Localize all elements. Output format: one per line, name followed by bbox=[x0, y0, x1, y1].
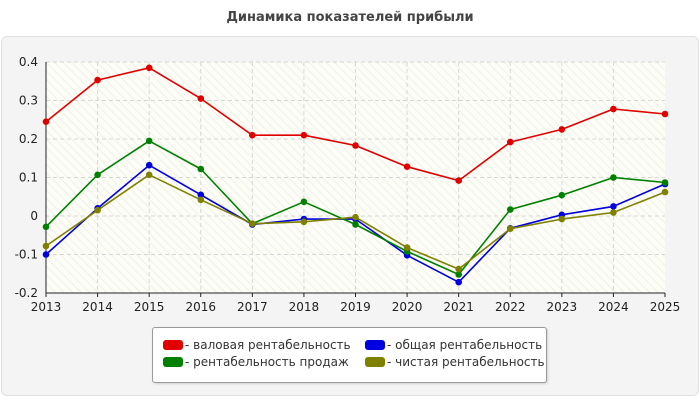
data-point bbox=[145, 171, 153, 179]
legend-swatch bbox=[365, 340, 385, 350]
data-point bbox=[197, 196, 205, 204]
data-point bbox=[507, 138, 514, 146]
legend-label: - рентабельность продаж bbox=[185, 355, 349, 369]
series-2 bbox=[42, 137, 669, 278]
legend-item-sales: - рентабельность продаж bbox=[163, 355, 349, 369]
x-tick-label: 2023 bbox=[547, 300, 578, 314]
data-point bbox=[145, 161, 153, 169]
x-tick-label: 2015 bbox=[134, 300, 165, 314]
data-point bbox=[455, 271, 463, 278]
legend-swatch bbox=[365, 357, 385, 367]
data-point bbox=[42, 242, 50, 250]
data-point bbox=[94, 171, 101, 179]
y-tick-label: 0.3 bbox=[19, 94, 38, 108]
y-tick-label: -0.1 bbox=[15, 248, 38, 262]
x-tick-label: 2025 bbox=[650, 300, 681, 314]
data-point bbox=[610, 203, 617, 210]
chart-title: Динамика показателей прибыли bbox=[226, 10, 474, 25]
x-tick-label: 2013 bbox=[31, 300, 62, 314]
data-point bbox=[455, 265, 463, 273]
data-point bbox=[610, 105, 617, 113]
data-point bbox=[197, 191, 205, 199]
data-point bbox=[403, 244, 411, 251]
data-point bbox=[145, 137, 153, 145]
data-point bbox=[197, 165, 205, 173]
x-tick-label: 2018 bbox=[289, 300, 320, 314]
x-tick-label: 2014 bbox=[82, 300, 113, 314]
legend: - валовая рентабельность - общая рентабе… bbox=[152, 327, 547, 383]
data-point bbox=[610, 209, 617, 216]
data-point bbox=[42, 223, 50, 231]
data-point bbox=[661, 188, 669, 196]
y-tick-label: -0.2 bbox=[15, 286, 38, 300]
legend-item-gross: - валовая рентабельность bbox=[163, 338, 351, 352]
data-point bbox=[403, 163, 411, 170]
legend-label: - валовая рентабельность bbox=[185, 338, 351, 352]
y-tick-label: 0.2 bbox=[19, 132, 38, 146]
data-point bbox=[300, 218, 308, 226]
x-tick-label: 2020 bbox=[392, 300, 423, 314]
data-point bbox=[352, 221, 359, 228]
x-tick-label: 2021 bbox=[443, 300, 474, 314]
data-point bbox=[558, 191, 566, 199]
legend-swatch bbox=[163, 357, 183, 367]
legend-item-total: - общая рентабельность bbox=[365, 338, 542, 352]
x-tick-label: 2016 bbox=[185, 300, 216, 314]
legend-swatch bbox=[163, 340, 183, 350]
series bbox=[42, 64, 669, 286]
data-point bbox=[94, 76, 101, 84]
data-point bbox=[661, 110, 669, 118]
data-point bbox=[300, 131, 308, 139]
x-tick-label: 2019 bbox=[340, 300, 371, 314]
data-point bbox=[661, 179, 669, 186]
x-tick-label: 2017 bbox=[237, 300, 268, 314]
data-point bbox=[249, 220, 256, 227]
data-point bbox=[455, 278, 463, 286]
x-tick-label: 2024 bbox=[598, 300, 629, 314]
data-point bbox=[197, 95, 205, 102]
series-0 bbox=[42, 64, 669, 184]
data-point bbox=[300, 198, 308, 206]
data-point bbox=[558, 215, 566, 223]
y-tick-label: 0 bbox=[30, 209, 38, 223]
data-point bbox=[507, 206, 514, 213]
legend-label: - чистая рентабельность bbox=[387, 355, 545, 369]
data-point bbox=[558, 126, 566, 133]
data-point bbox=[145, 64, 153, 72]
data-point bbox=[610, 174, 617, 181]
y-tick-label: 0.1 bbox=[19, 171, 38, 185]
series-3 bbox=[42, 171, 669, 273]
data-point bbox=[42, 118, 50, 125]
data-point bbox=[42, 251, 50, 258]
y-tick-label: 0.4 bbox=[19, 55, 38, 69]
x-tick-label: 2022 bbox=[495, 300, 526, 314]
data-point bbox=[455, 177, 463, 184]
legend-item-net: - чистая рентабельность bbox=[365, 355, 545, 369]
data-point bbox=[352, 213, 359, 221]
data-point bbox=[352, 142, 359, 149]
data-point bbox=[94, 206, 101, 214]
data-point bbox=[249, 131, 256, 139]
data-point bbox=[507, 225, 514, 232]
legend-label: - общая рентабельность bbox=[387, 338, 543, 352]
